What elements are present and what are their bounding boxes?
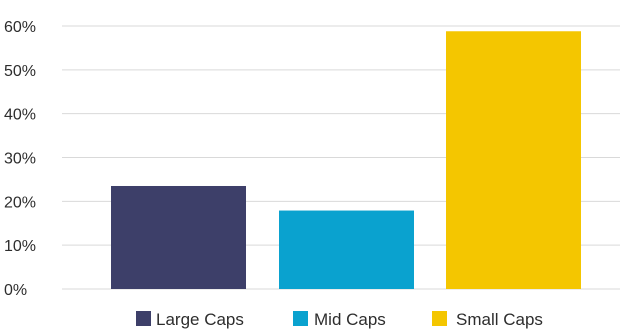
legend-label: Large Caps	[156, 310, 244, 329]
legend-item-large-caps: Large Caps	[136, 310, 244, 329]
chart-bars	[111, 31, 581, 289]
y-tick-label: 30%	[4, 151, 36, 168]
bar-large-caps	[111, 185, 246, 289]
y-tick-label: 20%	[4, 194, 36, 211]
legend-item-mid-caps: Mid Caps	[293, 310, 386, 329]
legend-swatch	[432, 311, 447, 326]
legend-label: Mid Caps	[314, 310, 386, 329]
bar-mid-caps	[279, 210, 414, 289]
y-tick-label: 0%	[4, 282, 27, 299]
y-tick-label: 40%	[4, 107, 36, 124]
bar-small-caps	[446, 31, 581, 289]
legend-item-small-caps: Small Caps	[432, 310, 543, 329]
legend-swatch	[293, 311, 308, 326]
y-tick-label: 50%	[4, 63, 36, 80]
chart-legend: Large Caps Mid Caps Small Caps	[136, 310, 543, 329]
legend-swatch	[136, 311, 151, 326]
y-tick-label: 10%	[4, 238, 36, 255]
y-tick-label: 60%	[4, 19, 36, 36]
legend-label: Small Caps	[456, 310, 543, 329]
y-axis-tick-labels: 0% 10% 20% 30% 40% 50% 60%	[4, 19, 36, 299]
